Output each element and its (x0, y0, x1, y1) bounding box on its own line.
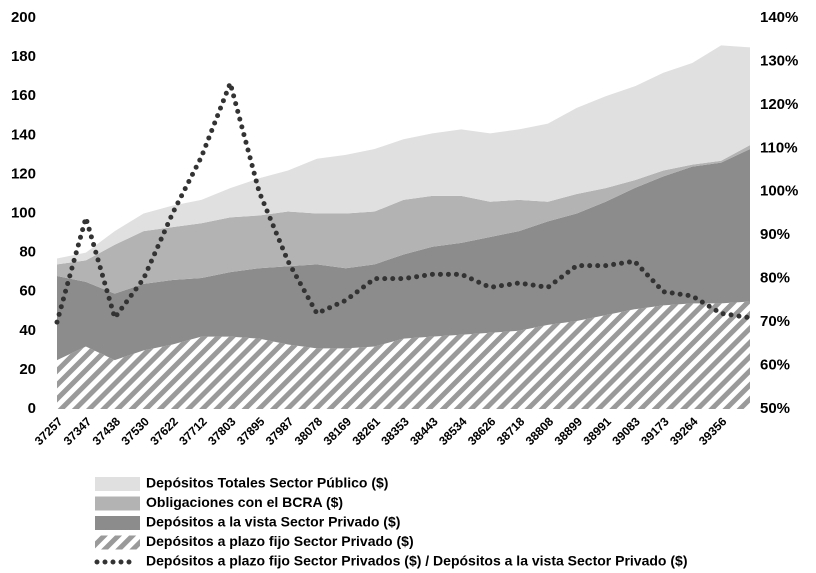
legend-label: Depósitos Totales Sector Público ($) (146, 475, 388, 491)
y-tick-label: 120 (11, 165, 36, 182)
legend-label: Obligaciones con el BCRA ($) (146, 494, 343, 510)
x-tick-label: 37622 (147, 414, 181, 448)
y2-tick-label: 110% (760, 139, 798, 156)
x-tick-label: 38899 (552, 414, 586, 448)
y2-tick-label: 50% (760, 400, 790, 417)
x-tick-label: 37803 (205, 414, 239, 448)
x-tick-label: 37438 (90, 414, 124, 448)
y2-tick-label: 80% (760, 270, 790, 287)
y-tick-label: 40 (19, 322, 36, 339)
y2-tick-label: 90% (760, 226, 790, 243)
y-tick-label: 200 (11, 9, 36, 26)
x-tick-label: 38261 (349, 414, 383, 448)
x-tick-label: 38991 (580, 414, 614, 448)
legend-swatch (95, 496, 140, 511)
x-tick-label: 37257 (32, 414, 66, 448)
legend-label: Depósitos a la vista Sector Privado ($) (146, 514, 400, 530)
x-tick-label: 38718 (494, 414, 528, 448)
x-tick-label: 38443 (407, 414, 441, 448)
x-tick-label: 38808 (523, 414, 557, 448)
area (57, 301, 750, 409)
x-tick-label: 37987 (263, 414, 297, 448)
x-tick-label: 38078 (292, 414, 326, 448)
area (57, 145, 750, 294)
y-tick-label: 180 (11, 48, 36, 65)
y2-tick-label: 120% (760, 96, 798, 113)
y-tick-label: 80 (19, 244, 36, 261)
x-tick-label: 38626 (465, 414, 499, 448)
x-tick-label: 37347 (61, 414, 95, 448)
legend-label: Depósitos a plazo fijo Sector Privados (… (146, 553, 687, 569)
area (57, 45, 750, 265)
legend-label: Depósitos a plazo fijo Sector Privado ($… (146, 533, 414, 549)
y-tick-label: 0 (28, 400, 36, 417)
y-tick-label: 160 (11, 87, 36, 104)
y2-tick-label: 60% (760, 357, 790, 374)
x-tick-label: 37712 (176, 414, 210, 448)
x-tick-label: 39356 (696, 414, 730, 448)
y-tick-label: 20 (19, 361, 36, 378)
x-tick-label: 39264 (667, 414, 701, 448)
x-tick-label: 39173 (638, 414, 672, 448)
y-tick-label: 60 (19, 283, 36, 300)
legend-swatch (95, 477, 140, 491)
y-tick-label: 140 (11, 126, 36, 143)
y2-tick-label: 70% (760, 313, 790, 330)
x-tick-label: 39083 (609, 414, 643, 448)
y-tick-label: 100 (11, 204, 36, 221)
y2-tick-label: 130% (760, 52, 798, 69)
y2-tick-label: 140% (760, 9, 798, 26)
y2-tick-label: 100% (760, 183, 798, 200)
x-tick-label: 37530 (118, 414, 152, 448)
legend-swatch (95, 535, 140, 550)
legend-swatch (95, 516, 140, 530)
x-tick-label: 37895 (234, 414, 268, 448)
x-tick-label: 38169 (321, 414, 355, 448)
x-tick-label: 38534 (436, 414, 470, 448)
x-tick-label: 38353 (378, 414, 412, 448)
